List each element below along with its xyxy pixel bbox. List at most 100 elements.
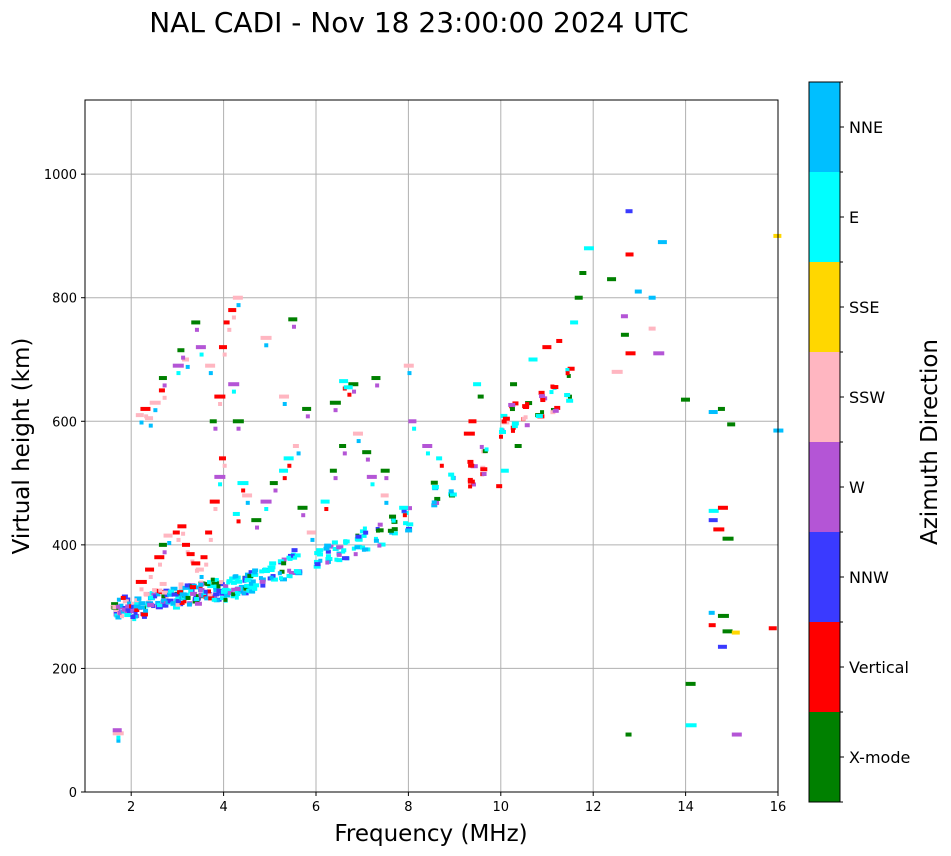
y-tick-label: 400 — [52, 539, 77, 554]
echo-point — [186, 552, 195, 557]
echo-point — [119, 614, 124, 619]
echo-point — [653, 351, 665, 356]
echo-point — [323, 546, 330, 551]
echo-point — [405, 528, 413, 533]
y-tick-label: 800 — [52, 292, 77, 307]
echo-point — [380, 468, 390, 473]
echo-point — [235, 579, 243, 584]
echo-point — [648, 295, 656, 300]
echo-point — [403, 363, 414, 368]
echo-point — [167, 592, 174, 597]
echo-point — [145, 416, 154, 421]
echo-point — [339, 379, 349, 384]
echo-point — [135, 579, 147, 584]
echo-point — [114, 613, 119, 618]
echo-point — [223, 320, 230, 325]
echo-point — [648, 326, 656, 331]
echo-point — [498, 434, 503, 439]
echo-point — [176, 537, 181, 542]
echo-point — [223, 584, 229, 589]
echo-point — [147, 603, 155, 608]
echo-point — [207, 593, 213, 598]
echo-point — [574, 295, 583, 300]
echo-point — [512, 401, 519, 406]
echo-point — [305, 414, 310, 419]
echo-point — [342, 451, 347, 456]
echo-point — [155, 605, 163, 610]
echo-point — [511, 424, 518, 429]
colorbar: X-mode Vertical NNW W SSW SSE E NNE — [808, 81, 910, 803]
echo-point — [191, 320, 201, 325]
echo-point — [213, 507, 218, 512]
echo-point — [182, 599, 187, 604]
echo-point — [115, 604, 120, 609]
colorbar-segment — [809, 262, 840, 352]
echo-point — [296, 451, 301, 456]
echo-point — [325, 556, 333, 561]
echo-point — [722, 629, 733, 634]
echo-point — [402, 513, 407, 518]
echo-point — [199, 574, 204, 579]
colorbar-label: NNW — [849, 568, 889, 587]
echo-point — [269, 565, 276, 570]
echo-point — [552, 408, 559, 413]
echo-point — [355, 534, 362, 539]
echo-point — [325, 549, 331, 554]
echo-point — [727, 422, 736, 427]
echo-point — [179, 596, 184, 601]
echo-point — [556, 338, 563, 343]
echo-point — [179, 600, 185, 605]
echo-point — [179, 592, 187, 597]
echo-point — [162, 550, 167, 555]
x-tick-label: 14 — [677, 800, 694, 815]
echo-point — [162, 395, 167, 400]
echo-point — [194, 601, 202, 606]
echo-point — [153, 408, 158, 413]
echo-point — [204, 562, 209, 567]
echo-point — [133, 610, 138, 615]
echo-point — [722, 536, 734, 541]
echo-point — [434, 496, 441, 501]
echo-point — [281, 561, 287, 566]
echo-point — [377, 522, 383, 527]
colorbar-segment — [809, 442, 840, 532]
echo-point — [499, 427, 504, 432]
echo-point — [370, 482, 375, 487]
echo-point — [538, 390, 545, 395]
plot-frame — [84, 99, 779, 793]
echo-point — [389, 514, 397, 519]
colorbar-segment — [809, 82, 840, 172]
echo-point — [366, 474, 377, 479]
echo-point — [245, 500, 250, 505]
echo-point — [542, 345, 552, 350]
echo-point — [234, 595, 239, 600]
echo-point — [332, 546, 339, 551]
echo-point — [525, 402, 530, 407]
echo-point — [153, 594, 158, 599]
echo-point — [362, 526, 367, 531]
echo-point — [238, 584, 245, 589]
echo-point — [218, 401, 223, 406]
echo-point — [313, 559, 320, 564]
echo-point — [288, 570, 296, 575]
echo-point — [318, 558, 323, 563]
echo-point — [170, 586, 178, 591]
echo-point — [136, 596, 141, 601]
echo-point — [209, 499, 220, 504]
echo-point — [523, 415, 528, 420]
echo-point — [177, 590, 184, 595]
echo-point — [127, 601, 135, 606]
echo-point — [127, 601, 132, 606]
echo-point — [148, 574, 153, 579]
echo-point — [352, 431, 363, 436]
echo-point — [212, 594, 218, 599]
echo-point — [175, 599, 181, 604]
echo-point — [220, 589, 227, 594]
echo-point — [134, 607, 140, 612]
x-tick-label: 12 — [585, 800, 602, 815]
echo-point — [439, 463, 444, 468]
echo-point — [221, 587, 229, 592]
echo-point — [463, 431, 475, 436]
echo-point — [135, 413, 144, 418]
